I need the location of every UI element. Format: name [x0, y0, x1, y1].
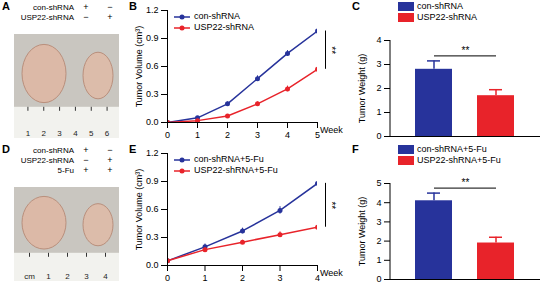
- svg-text:**: **: [462, 177, 470, 188]
- svg-text:USP22-shRNA: USP22-shRNA: [21, 156, 75, 165]
- svg-text:2: 2: [42, 129, 47, 138]
- svg-text:2: 2: [225, 130, 230, 140]
- svg-text:+: +: [83, 165, 88, 175]
- svg-text:0.6: 0.6: [146, 61, 159, 71]
- html-text:Week: Week: [320, 268, 343, 278]
- svg-text:5-Fu: 5-Fu: [58, 166, 74, 175]
- svg-text:0.3: 0.3: [146, 232, 159, 242]
- svg-text:0: 0: [165, 273, 170, 283]
- svg-text:4: 4: [73, 129, 78, 138]
- html-text:USP22-shRNA: USP22-shRNA: [417, 12, 477, 22]
- svg-text:0.6: 0.6: [146, 204, 159, 214]
- svg-text:−: −: [83, 12, 88, 22]
- html-text:B: B: [129, 0, 137, 12]
- svg-text:con-shRNA: con-shRNA: [33, 3, 75, 12]
- svg-text:Tumor Volume (cm³): Tumor Volume (cm³): [134, 169, 144, 251]
- svg-text:1: 1: [202, 273, 207, 283]
- svg-text:**: **: [462, 45, 470, 56]
- html-text:F: F: [352, 143, 359, 155]
- svg-text:0: 0: [376, 131, 381, 141]
- svg-text:−: −: [83, 155, 88, 165]
- html-text:USP22-shRNA+5-Fu: USP22-shRNA+5-Fu: [417, 155, 501, 165]
- svg-text:cm: cm: [24, 272, 35, 281]
- html-text:con-shRNA+5-Fu: con-shRNA+5-Fu: [194, 154, 264, 164]
- svg-text:1: 1: [46, 272, 51, 281]
- svg-text:−: −: [107, 145, 112, 155]
- html-text:A: A: [2, 0, 10, 12]
- svg-text:1: 1: [376, 255, 381, 265]
- html-text:con-shRNA: con-shRNA: [417, 1, 463, 11]
- svg-text:3: 3: [255, 130, 260, 140]
- svg-text:−: −: [107, 2, 112, 12]
- html-text:C: C: [352, 0, 360, 12]
- html-text:D: D: [2, 143, 10, 155]
- svg-text:2: 2: [240, 273, 245, 283]
- svg-text:**: **: [326, 46, 337, 54]
- svg-text:5: 5: [89, 129, 94, 138]
- svg-text:0.9: 0.9: [146, 33, 159, 43]
- svg-text:**: **: [326, 201, 337, 209]
- svg-text:con-shRNA: con-shRNA: [33, 146, 75, 155]
- svg-text:+: +: [107, 165, 112, 175]
- svg-text:USP22-shRNA: USP22-shRNA: [21, 13, 75, 22]
- svg-text:0: 0: [376, 274, 381, 284]
- svg-text:Tumor Weight (g): Tumor Weight (g): [357, 54, 367, 124]
- html-text:USP22-shRNA: USP22-shRNA: [194, 22, 254, 32]
- svg-text:+: +: [107, 12, 112, 22]
- svg-text:0: 0: [165, 130, 170, 140]
- svg-text:3: 3: [84, 272, 89, 281]
- html-text:Week: Week: [320, 125, 343, 135]
- svg-text:1.2: 1.2: [146, 5, 159, 15]
- html-text:E: E: [129, 143, 137, 155]
- html-text:con-shRNA: con-shRNA: [194, 11, 240, 21]
- svg-text:4: 4: [285, 130, 290, 140]
- html-text:con-shRNA+5-Fu: con-shRNA+5-Fu: [417, 144, 487, 154]
- svg-text:3: 3: [376, 59, 381, 69]
- svg-text:4: 4: [376, 35, 381, 45]
- svg-text:2: 2: [376, 83, 381, 93]
- svg-text:6: 6: [105, 129, 110, 138]
- svg-text:0.9: 0.9: [146, 176, 159, 186]
- svg-text:5: 5: [376, 178, 381, 188]
- svg-text:0.0: 0.0: [146, 117, 159, 127]
- svg-text:+: +: [83, 2, 88, 12]
- svg-text:0.3: 0.3: [146, 89, 159, 99]
- svg-text:4: 4: [315, 273, 320, 283]
- svg-text:1: 1: [195, 130, 200, 140]
- svg-text:2: 2: [376, 236, 381, 246]
- svg-text:2: 2: [65, 272, 70, 281]
- svg-text:Tumor Volume (cm³): Tumor Volume (cm³): [134, 26, 144, 108]
- svg-text:+: +: [83, 145, 88, 155]
- svg-text:+: +: [107, 155, 112, 165]
- svg-text:Tumor Weight (g): Tumor Weight (g): [357, 197, 367, 267]
- svg-text:3: 3: [376, 217, 381, 227]
- html-text:USP22-shRNA+5-Fu: USP22-shRNA+5-Fu: [194, 165, 278, 175]
- svg-text:5: 5: [315, 130, 320, 140]
- svg-text:1.2: 1.2: [146, 148, 159, 158]
- svg-text:1: 1: [26, 129, 31, 138]
- svg-text:4: 4: [376, 198, 381, 208]
- svg-text:3: 3: [277, 273, 282, 283]
- svg-text:0.0: 0.0: [146, 260, 159, 270]
- svg-text:3: 3: [57, 129, 62, 138]
- svg-text:1: 1: [376, 107, 381, 117]
- svg-text:4: 4: [103, 272, 108, 281]
